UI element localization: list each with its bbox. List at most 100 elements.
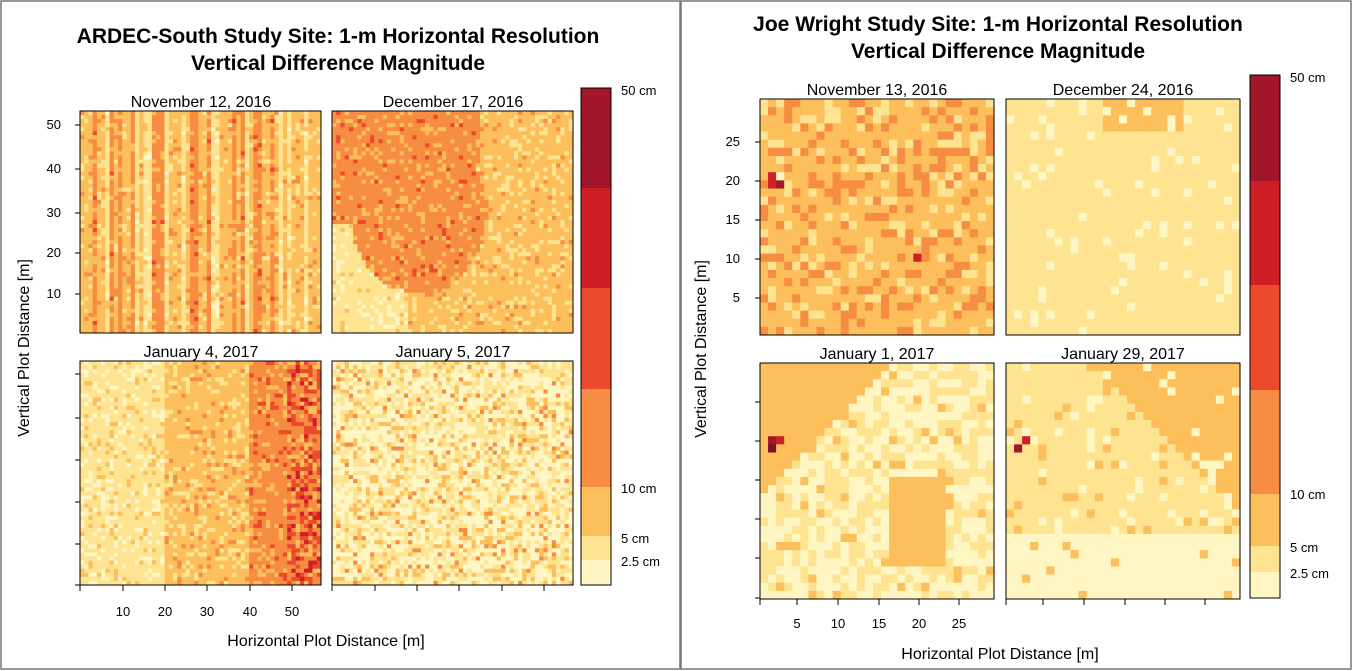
heatmap-cell xyxy=(118,317,123,321)
heatmap-cell xyxy=(304,143,309,147)
heatmap-cell xyxy=(215,301,220,305)
heatmap-cell xyxy=(518,176,523,180)
heatmap-cell xyxy=(148,151,153,155)
heatmap-cell xyxy=(387,208,392,212)
heatmap-cell xyxy=(110,317,115,321)
heatmap-cell xyxy=(391,151,396,155)
heatmap-cell xyxy=(429,188,434,192)
heatmap-cell xyxy=(476,163,481,167)
heatmap-cell xyxy=(207,115,212,119)
heatmap-cell xyxy=(177,305,182,309)
heatmap-cell xyxy=(80,131,85,135)
heatmap-cell xyxy=(279,127,284,131)
heatmap-cell xyxy=(287,321,292,325)
heatmap-cell xyxy=(232,208,237,212)
heatmap-cell xyxy=(548,200,553,204)
heatmap-cell xyxy=(266,216,271,220)
heatmap-cell xyxy=(283,252,288,256)
heatmap-cell xyxy=(207,293,212,297)
heatmap-cell xyxy=(270,224,275,228)
heatmap-cell xyxy=(308,127,313,131)
heatmap-cell xyxy=(304,208,309,212)
heatmap-cell xyxy=(84,200,89,204)
heatmap-cell xyxy=(270,301,275,305)
heatmap-cell xyxy=(105,168,110,172)
heatmap-cell xyxy=(156,248,161,252)
heatmap-cell xyxy=(177,285,182,289)
heatmap-cell xyxy=(522,176,527,180)
heatmap-cell xyxy=(283,135,288,139)
heatmap-cell xyxy=(283,216,288,220)
heatmap-cell xyxy=(165,131,170,135)
heatmap-cell xyxy=(455,163,460,167)
heatmap-cell xyxy=(215,236,220,240)
heatmap-cell xyxy=(211,115,216,119)
heatmap-cell xyxy=(467,155,472,159)
heatmap-cell xyxy=(526,159,531,163)
heatmap-cell xyxy=(531,232,536,236)
heatmap-cell xyxy=(84,285,89,289)
heatmap-cell xyxy=(127,276,132,280)
heatmap-cell xyxy=(236,200,241,204)
heatmap-cell xyxy=(181,172,186,176)
heatmap-cell xyxy=(156,289,161,293)
heatmap-cell xyxy=(88,264,93,268)
heatmap-cell xyxy=(291,248,296,252)
heatmap-cell xyxy=(374,224,379,228)
heatmap-cell xyxy=(304,123,309,127)
heatmap-cell xyxy=(110,297,115,301)
heatmap-cell xyxy=(101,272,106,276)
left-panel-title-3: January 4, 2017 xyxy=(144,344,259,361)
heatmap-cell xyxy=(340,163,345,167)
heatmap-cell xyxy=(186,317,191,321)
heatmap-cell xyxy=(203,151,208,155)
heatmap-cell xyxy=(181,301,186,305)
heatmap-cell xyxy=(266,115,271,119)
heatmap-cell xyxy=(514,176,519,180)
heatmap-cell xyxy=(262,139,267,143)
heatmap-cell xyxy=(274,309,279,313)
heatmap-cell xyxy=(232,224,237,228)
heatmap-cell xyxy=(535,188,540,192)
heatmap-cell xyxy=(211,176,216,180)
heatmap-cell xyxy=(395,155,400,159)
heatmap-cell xyxy=(370,135,375,139)
heatmap-cell xyxy=(160,123,165,127)
heatmap-cell xyxy=(207,281,212,285)
heatmap-cell xyxy=(332,216,337,220)
heatmap-cell xyxy=(357,184,362,188)
heatmap-cell xyxy=(241,184,246,188)
heatmap-cell xyxy=(270,111,275,115)
heatmap-cell xyxy=(148,111,153,115)
heatmap-cell xyxy=(270,192,275,196)
heatmap-cell xyxy=(220,252,225,256)
heatmap-cell xyxy=(190,111,195,115)
heatmap-cell xyxy=(173,155,178,159)
heatmap-cell xyxy=(395,196,400,200)
heatmap-cell xyxy=(450,119,455,123)
heatmap-cell xyxy=(467,196,472,200)
heatmap-cell xyxy=(236,216,241,220)
left-subtitle: Vertical Difference Magnitude xyxy=(191,52,485,75)
heatmap-cell xyxy=(543,147,548,151)
heatmap-cell xyxy=(274,115,279,119)
heatmap-cell xyxy=(514,151,519,155)
heatmap-cell xyxy=(308,248,313,252)
heatmap-cell xyxy=(387,176,392,180)
heatmap-cell xyxy=(215,321,220,325)
heatmap-cell xyxy=(308,256,313,260)
heatmap-cell xyxy=(156,131,161,135)
heatmap-cell xyxy=(245,135,250,139)
heatmap-cell xyxy=(228,228,233,232)
heatmap-cell xyxy=(400,131,405,135)
heatmap-cell xyxy=(438,220,443,224)
heatmap-cell xyxy=(345,188,350,192)
heatmap-cell xyxy=(177,220,182,224)
heatmap-cell xyxy=(118,131,123,135)
heatmap-cell xyxy=(518,184,523,188)
heatmap-cell xyxy=(135,244,140,248)
heatmap-cell xyxy=(357,111,362,115)
heatmap-cell xyxy=(203,301,208,305)
heatmap-cell xyxy=(300,220,305,224)
heatmap-cell xyxy=(429,180,434,184)
